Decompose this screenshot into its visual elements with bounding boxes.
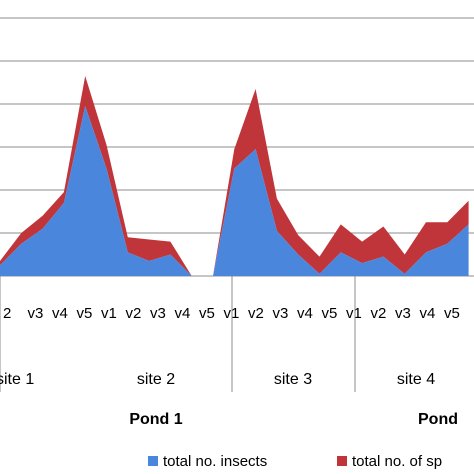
x-tick-label: v1: [346, 305, 362, 322]
site-label: site 4: [397, 371, 435, 388]
plot-areas: [0, 76, 469, 277]
series-area-species: [0, 76, 469, 276]
x-tick-label: v2: [126, 305, 142, 322]
legend: total no. insects total no. of sp: [148, 453, 442, 470]
x-tick-label: v2: [371, 305, 387, 322]
x-tick-label: v4: [420, 305, 436, 322]
x-tick-label: v1: [224, 305, 240, 322]
legend-label-insects: total no. insects: [163, 453, 267, 470]
x-tick-label: v3: [395, 305, 411, 322]
x-tick-label: v4: [297, 305, 313, 322]
legend-swatch-insects: [148, 456, 158, 466]
pond-label: Pond 1: [129, 411, 182, 428]
x-tick-label: v5: [322, 305, 338, 322]
pond-label: Pond: [418, 411, 458, 428]
site-label: site 2: [137, 371, 175, 388]
site-label: site 3: [274, 371, 312, 388]
series-area-insects: [0, 106, 469, 277]
x-axis-pond-labels: Pond 1 Pond: [129, 411, 458, 428]
x-tick-label: v5: [444, 305, 460, 322]
x-tick-label: v3: [28, 305, 44, 322]
x-tick-label: v3: [150, 305, 166, 322]
x-tick-label: v1: [101, 305, 117, 322]
x-tick-label: v2: [248, 305, 264, 322]
x-tick-label: v4: [175, 305, 191, 322]
x-axis-site-labels: site 1 site 2 site 3 site 4: [0, 371, 435, 388]
site-label: site 1: [0, 371, 34, 388]
legend-swatch-species: [337, 456, 347, 466]
x-tick-label: v5: [77, 305, 93, 322]
x-tick-label: v4: [52, 305, 68, 322]
legend-label-species: total no. of sp: [352, 453, 442, 470]
x-tick-label: v3: [273, 305, 289, 322]
x-axis-category-labels: 2 v3 v4 v5 v1 v2 v3 v4 v5 v1 v2 v3 v4 v5 v1 v2 v3 v4 v5: [0, 276, 460, 392]
x-tick-label: 2: [3, 305, 11, 322]
x-tick-label: v5: [199, 305, 215, 322]
